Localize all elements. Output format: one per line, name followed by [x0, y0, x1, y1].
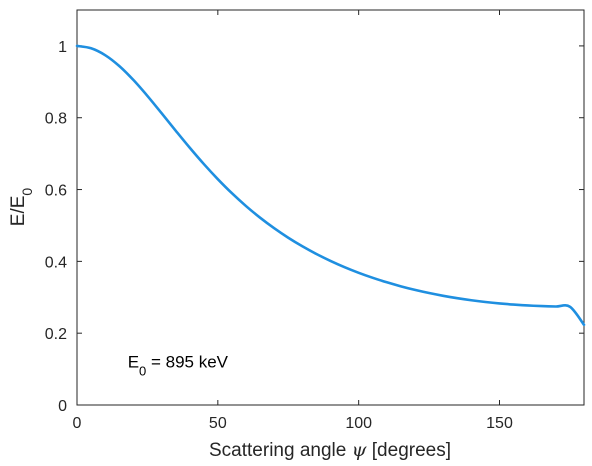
x-tick-label: 50 — [209, 415, 227, 432]
y-axis-title: E/E0 — [8, 188, 35, 227]
annotation-subscript: 0 — [139, 363, 146, 378]
x-tick-labels: 0 50 100 150 — [73, 415, 513, 432]
axes-frame — [76, 9, 585, 406]
y-tick-label: 0.6 — [45, 183, 67, 200]
x-tick-label: 150 — [486, 415, 513, 432]
y-axis-title-subscript: 0 — [19, 188, 35, 196]
plot-area — [76, 9, 585, 406]
y-tick-label: 1 — [58, 39, 67, 56]
y-tick-label: 0.2 — [45, 326, 67, 343]
psi-symbol: ψ — [352, 439, 368, 461]
series-layer — [75, 44, 586, 327]
energy-annotation: E0 = 895 keV — [128, 352, 229, 378]
series-line — [75, 44, 586, 327]
x-tick-label: 100 — [345, 415, 372, 432]
x-axis-title: Scattering angle ψ [degrees] — [209, 439, 451, 461]
y-tick-label: 0.8 — [45, 111, 67, 128]
x-tick-label: 0 — [73, 415, 82, 432]
tick-marks — [76, 10, 584, 406]
y-tick-label: 0 — [58, 398, 67, 415]
y-tick-labels: 0 0.2 0.4 0.6 0.8 1 — [45, 39, 67, 415]
y-tick-label: 0.4 — [45, 254, 67, 271]
